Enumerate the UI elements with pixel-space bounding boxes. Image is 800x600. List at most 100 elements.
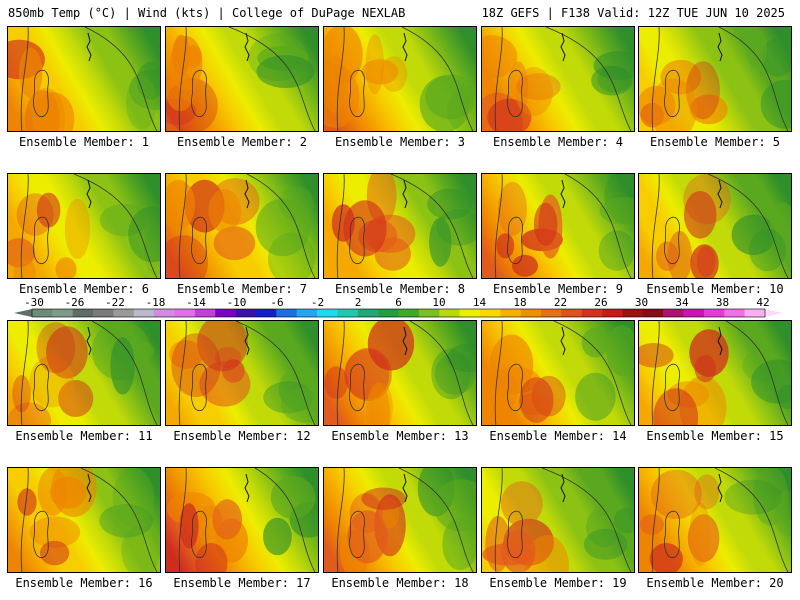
ensemble-map-panel — [638, 320, 792, 426]
colorbar-swatch — [622, 309, 644, 317]
colorbar-tick-label: 10 — [432, 296, 446, 309]
colorbar-tick-label: 6 — [395, 296, 402, 309]
ensemble-map-panel — [481, 467, 635, 573]
colorbar-tick-label: 34 — [675, 296, 689, 309]
colorbar-swatch — [113, 309, 135, 317]
ensemble-map-panel — [165, 173, 319, 279]
ensemble-map-panel — [323, 320, 477, 426]
ensemble-member-label: Ensemble Member: 16 — [15, 576, 153, 590]
temperature-field — [324, 174, 476, 278]
colorbar-swatch — [744, 309, 766, 317]
ensemble-map-panel — [481, 26, 635, 132]
ensemble-member-label: Ensemble Member: 15 — [646, 429, 784, 443]
colorbar-swatch — [215, 309, 236, 317]
ensemble-member-label: Ensemble Member: 6 — [18, 282, 150, 296]
colorbar-swatch — [439, 309, 460, 317]
temperature-field — [482, 468, 634, 572]
colorbar-tick-label: 42 — [756, 296, 770, 309]
colorbar-swatch — [317, 309, 338, 317]
ensemble-map-panel — [481, 320, 635, 426]
ensemble-map-panel — [638, 173, 792, 279]
temperature-colorbar — [14, 308, 783, 318]
ensemble-member-label: Ensemble Member: 7 — [176, 282, 308, 296]
map-title: 850mb Temp (°C) | Wind (kts) | College o… — [8, 6, 406, 20]
colorbar-swatch — [154, 309, 175, 317]
colorbar-tick-label: -6 — [270, 296, 284, 309]
colorbar-swatch — [724, 309, 745, 317]
colorbar-swatch — [479, 309, 501, 317]
temperature-field — [482, 174, 634, 278]
temperature-field — [639, 468, 791, 572]
colorbar-swatch — [703, 309, 725, 317]
colorbar-swatch — [683, 309, 705, 317]
colorbar-swatch — [276, 309, 297, 317]
colorbar-swatch — [296, 309, 318, 317]
colorbar-tick-label: -22 — [105, 296, 125, 309]
ensemble-map-panel — [323, 173, 477, 279]
ensemble-member-label: Ensemble Member: 11 — [15, 429, 153, 443]
colorbar-swatch — [235, 309, 257, 317]
ensemble-map-panel — [638, 467, 792, 573]
valid-time: 18Z GEFS | F138 Valid: 12Z TUE JUN 10 20… — [481, 6, 785, 20]
temperature-field — [8, 321, 160, 425]
colorbar-swatch — [459, 309, 481, 317]
colorbar-swatch — [194, 309, 216, 317]
colorbar-tick-label: 18 — [513, 296, 527, 309]
temperature-field — [324, 27, 476, 131]
colorbar-swatch — [337, 309, 359, 317]
ensemble-map-panel — [323, 467, 477, 573]
colorbar-tick-label: -14 — [186, 296, 206, 309]
ensemble-map-panel — [7, 467, 161, 573]
temperature-field — [324, 321, 476, 425]
ensemble-member-label: Ensemble Member: 5 — [649, 135, 781, 149]
ensemble-map-panel — [165, 467, 319, 573]
ensemble-map-panel — [481, 173, 635, 279]
colorbar-tick-label: -26 — [64, 296, 85, 309]
colorbar-left-arrow — [14, 309, 32, 317]
colorbar-right-arrow — [765, 309, 783, 317]
colorbar-tick-label: -18 — [145, 296, 166, 309]
colorbar-swatch — [93, 309, 114, 317]
ensemble-map-panel — [7, 173, 161, 279]
colorbar-swatch — [174, 309, 196, 317]
colorbar-swatch — [357, 309, 379, 317]
colorbar-swatch — [255, 309, 277, 317]
ensemble-map-panel — [323, 26, 477, 132]
temperature-field — [8, 27, 160, 131]
ensemble-member-label: Ensemble Member: 9 — [492, 282, 624, 296]
colorbar-tick-label: 2 — [354, 296, 362, 309]
ensemble-member-label: Ensemble Member: 3 — [334, 135, 466, 149]
temperature-field — [639, 174, 791, 278]
colorbar-tick-label: 38 — [715, 296, 730, 309]
colorbar-swatch — [541, 309, 562, 317]
ensemble-member-label: Ensemble Member: 18 — [331, 576, 469, 590]
ensemble-member-label: Ensemble Member: 13 — [331, 429, 469, 443]
colorbar-swatch — [581, 309, 603, 317]
colorbar-tick-label: 22 — [553, 296, 568, 309]
colorbar-swatch — [642, 309, 664, 317]
colorbar-tick-label: 14 — [472, 296, 487, 309]
colorbar-swatch — [378, 309, 399, 317]
temperature-field — [482, 321, 634, 425]
colorbar-swatch — [133, 309, 155, 317]
ensemble-member-label: Ensemble Member: 1 — [18, 135, 150, 149]
colorbar-tick-label: 26 — [594, 296, 608, 309]
temperature-field — [166, 321, 318, 425]
colorbar-swatch — [520, 309, 542, 317]
ensemble-member-label: Ensemble Member: 19 — [489, 576, 627, 590]
ensemble-map-panel — [165, 26, 319, 132]
ensemble-member-label: Ensemble Member: 2 — [176, 135, 308, 149]
colorbar-tick-label: -10 — [226, 296, 247, 309]
ensemble-member-label: Ensemble Member: 4 — [492, 135, 624, 149]
colorbar-tick-label: 30 — [634, 296, 649, 309]
ensemble-member-label: Ensemble Member: 17 — [173, 576, 311, 590]
colorbar-swatch — [72, 309, 94, 317]
temperature-field — [166, 174, 318, 278]
temperature-field — [482, 27, 634, 131]
colorbar-swatch — [398, 309, 420, 317]
temperature-field — [639, 321, 791, 425]
ensemble-member-label: Ensemble Member: 14 — [489, 429, 627, 443]
colorbar-swatch — [602, 309, 623, 317]
colorbar-swatch — [561, 309, 583, 317]
colorbar-swatch — [32, 309, 53, 317]
